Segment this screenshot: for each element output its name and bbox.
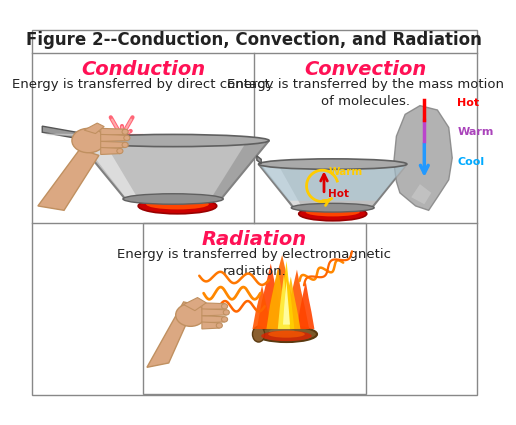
Ellipse shape xyxy=(122,129,128,134)
Polygon shape xyxy=(265,255,300,329)
Ellipse shape xyxy=(124,135,130,141)
Ellipse shape xyxy=(252,326,265,342)
Ellipse shape xyxy=(138,198,217,214)
Polygon shape xyxy=(202,309,227,316)
Polygon shape xyxy=(42,126,82,139)
Text: Energy is transferred by electromagnetic
radiation.: Energy is transferred by electromagnetic… xyxy=(117,248,391,278)
Polygon shape xyxy=(266,268,289,329)
Polygon shape xyxy=(285,269,309,329)
Text: Warm: Warm xyxy=(328,167,363,176)
Ellipse shape xyxy=(72,128,105,153)
Polygon shape xyxy=(147,302,195,367)
Ellipse shape xyxy=(122,142,128,147)
Polygon shape xyxy=(84,123,104,133)
Text: Hot: Hot xyxy=(328,189,349,199)
Polygon shape xyxy=(101,128,125,135)
Ellipse shape xyxy=(261,331,312,341)
Text: Hot: Hot xyxy=(458,98,479,108)
Polygon shape xyxy=(38,149,99,210)
Polygon shape xyxy=(202,303,224,310)
Text: Energy is transferred by the mass motion
of molecules.: Energy is transferred by the mass motion… xyxy=(227,78,504,108)
Ellipse shape xyxy=(292,203,374,212)
Polygon shape xyxy=(82,141,138,199)
Text: Convection: Convection xyxy=(304,60,427,79)
Ellipse shape xyxy=(221,317,228,322)
Ellipse shape xyxy=(176,303,205,326)
Ellipse shape xyxy=(77,134,269,147)
Ellipse shape xyxy=(299,207,367,221)
Ellipse shape xyxy=(216,323,222,328)
Ellipse shape xyxy=(221,303,228,309)
Polygon shape xyxy=(202,316,224,323)
Polygon shape xyxy=(257,264,285,329)
Ellipse shape xyxy=(117,148,123,153)
Polygon shape xyxy=(257,156,261,164)
Ellipse shape xyxy=(305,208,360,216)
Polygon shape xyxy=(278,275,290,329)
Polygon shape xyxy=(77,141,269,199)
Polygon shape xyxy=(202,322,219,329)
Ellipse shape xyxy=(269,329,295,334)
Text: Energy is transferred by direct contact.: Energy is transferred by direct contact. xyxy=(12,78,274,91)
Text: Warm: Warm xyxy=(458,127,494,137)
Polygon shape xyxy=(259,164,407,208)
Ellipse shape xyxy=(123,194,223,204)
Polygon shape xyxy=(46,133,80,136)
Polygon shape xyxy=(184,298,206,311)
Polygon shape xyxy=(411,184,431,204)
Polygon shape xyxy=(281,277,300,329)
Polygon shape xyxy=(261,166,405,201)
Polygon shape xyxy=(211,141,269,199)
Ellipse shape xyxy=(268,331,305,338)
Bar xyxy=(142,224,366,394)
Ellipse shape xyxy=(256,326,317,342)
Text: Figure 2--Conduction, Convection, and Radiation: Figure 2--Conduction, Convection, and Ra… xyxy=(26,31,482,49)
Polygon shape xyxy=(279,261,294,329)
Polygon shape xyxy=(101,134,127,142)
Polygon shape xyxy=(101,147,120,155)
Ellipse shape xyxy=(146,199,209,210)
Ellipse shape xyxy=(223,310,229,315)
Polygon shape xyxy=(297,281,314,329)
Polygon shape xyxy=(283,281,290,325)
Polygon shape xyxy=(252,285,271,329)
Polygon shape xyxy=(101,142,125,148)
Polygon shape xyxy=(261,164,302,208)
Text: Radiation: Radiation xyxy=(202,230,307,249)
Ellipse shape xyxy=(114,128,130,144)
Text: Conduction: Conduction xyxy=(81,60,205,79)
Polygon shape xyxy=(394,106,452,210)
Text: Cool: Cool xyxy=(458,157,485,167)
Ellipse shape xyxy=(259,159,407,169)
